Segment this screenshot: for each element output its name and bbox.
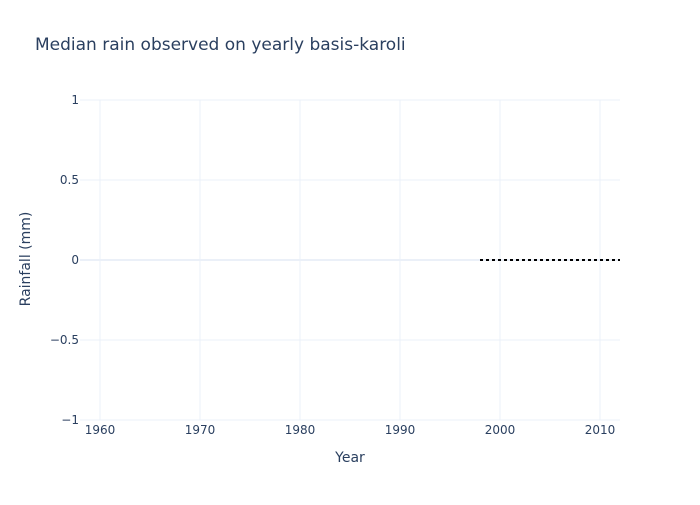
x-tick-label: 2010: [585, 423, 616, 437]
y-tick-label: −1: [61, 413, 79, 427]
x-tick-label: 2000: [485, 423, 516, 437]
x-axis-title: Year: [334, 450, 365, 466]
gridlines: [80, 99, 620, 421]
x-axis-ticks: 1960 1970 1980 1990 2000 2010: [85, 423, 616, 437]
x-tick-label: 1960: [85, 423, 116, 437]
x-tick-label: 1990: [385, 423, 416, 437]
y-tick-label: 0.5: [60, 173, 79, 187]
x-tick-label: 1980: [285, 423, 316, 437]
y-axis-title: Rainfall (mm): [18, 212, 34, 307]
chart-title: Median rain observed on yearly basis-kar…: [35, 35, 406, 55]
y-axis-ticks: −1 −0.5 0 0.5 1: [50, 93, 79, 427]
y-tick-label: 1: [71, 93, 79, 107]
x-tick-label: 1970: [185, 423, 216, 437]
y-tick-label: −0.5: [50, 333, 79, 347]
y-tick-label: 0: [71, 253, 79, 267]
